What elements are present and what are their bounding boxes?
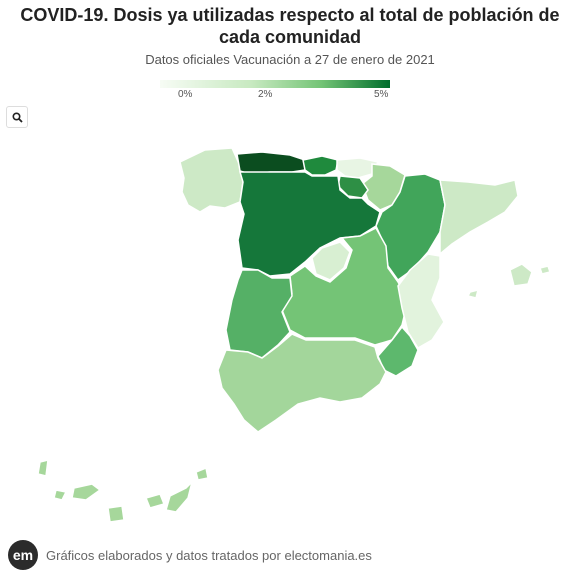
- footer-credit: Gráficos elaborados y datos tratados por…: [46, 547, 372, 563]
- region-baleares[interactable]: [466, 263, 551, 299]
- region-pais-vasco[interactable]: [336, 157, 380, 179]
- region-cantabria[interactable]: [302, 155, 339, 176]
- region-extremadura[interactable]: [225, 269, 293, 359]
- region-madrid[interactable]: [311, 241, 351, 281]
- electomania-logo: em: [8, 540, 38, 570]
- region-navarra[interactable]: [361, 163, 406, 211]
- chart-title: COVID-19. Dosis ya utilizadas respecto a…: [20, 5, 560, 47]
- region-valencia[interactable]: [397, 253, 445, 350]
- region-castilla-leon[interactable]: [237, 171, 381, 277]
- legend-max-label: 5%: [374, 89, 389, 100]
- color-legend: 0% 2% 5%: [160, 80, 392, 100]
- footer: em Gráficos elaborados y datos tratados …: [8, 540, 372, 570]
- region-galicia[interactable]: [179, 147, 244, 213]
- region-cataluna[interactable]: [439, 179, 519, 256]
- region-andalucia[interactable]: [217, 333, 387, 433]
- region-asturias[interactable]: [236, 151, 306, 175]
- region-castilla-la-mancha[interactable]: [281, 227, 409, 346]
- spain-choropleth-map: [37, 147, 551, 523]
- region-canarias[interactable]: [37, 459, 209, 523]
- search-icon: [11, 111, 23, 123]
- legend-gradient-bar: [160, 80, 390, 88]
- legend-min-label: 0%: [178, 89, 193, 100]
- search-button[interactable]: [6, 106, 28, 128]
- legend-mid-label: 2%: [258, 89, 273, 100]
- chart-subtitle: Datos oficiales Vacunación a 27 de enero…: [145, 52, 435, 67]
